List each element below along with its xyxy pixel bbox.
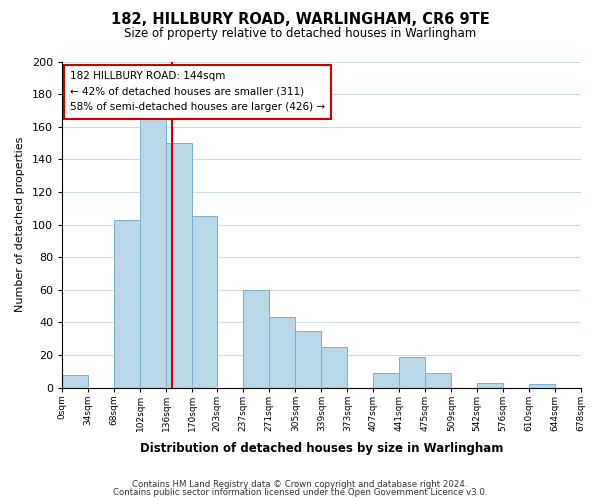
Bar <box>269 318 295 388</box>
Bar <box>425 373 451 388</box>
Bar <box>321 347 347 388</box>
Text: Contains public sector information licensed under the Open Government Licence v3: Contains public sector information licen… <box>113 488 487 497</box>
Bar <box>244 290 269 388</box>
Bar <box>166 143 192 388</box>
Bar <box>62 374 88 388</box>
Y-axis label: Number of detached properties: Number of detached properties <box>15 137 25 312</box>
Text: 182 HILLBURY ROAD: 144sqm
← 42% of detached houses are smaller (311)
58% of semi: 182 HILLBURY ROAD: 144sqm ← 42% of detac… <box>70 72 325 112</box>
Text: Contains HM Land Registry data © Crown copyright and database right 2024.: Contains HM Land Registry data © Crown c… <box>132 480 468 489</box>
Bar <box>476 382 503 388</box>
Bar <box>373 373 399 388</box>
Bar <box>114 220 140 388</box>
Bar <box>140 117 166 388</box>
Bar <box>295 330 321 388</box>
Text: Size of property relative to detached houses in Warlingham: Size of property relative to detached ho… <box>124 28 476 40</box>
Bar <box>399 356 425 388</box>
X-axis label: Distribution of detached houses by size in Warlingham: Distribution of detached houses by size … <box>140 442 503 455</box>
Text: 182, HILLBURY ROAD, WARLINGHAM, CR6 9TE: 182, HILLBURY ROAD, WARLINGHAM, CR6 9TE <box>110 12 490 28</box>
Bar <box>529 384 554 388</box>
Bar <box>192 216 217 388</box>
